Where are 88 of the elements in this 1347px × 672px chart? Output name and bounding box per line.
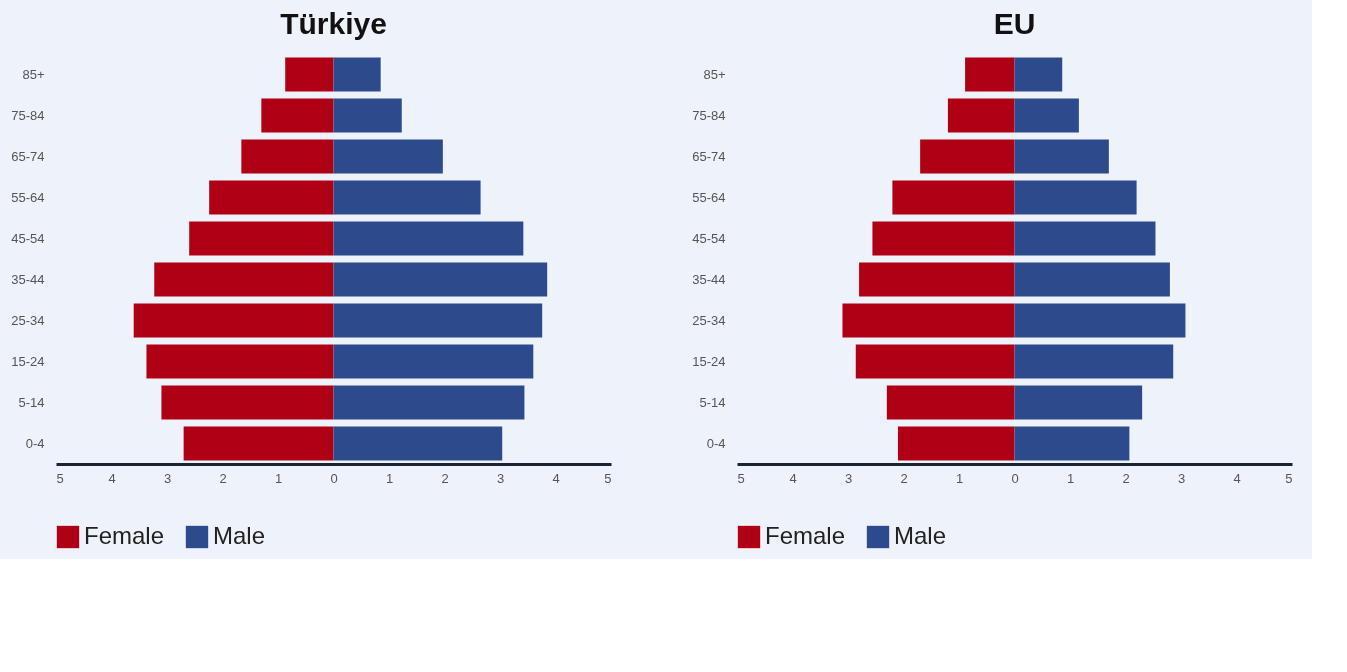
y-tick-label: 75-84 [11,107,45,123]
chart-title: EU [993,7,1036,40]
y-tick-label: 55-64 [11,189,45,205]
bar [209,180,334,215]
x-tick-label: 0 [330,470,338,486]
bar [859,262,1015,297]
chart-title: Türkiye [280,7,387,40]
bar [333,262,548,297]
x-tick-label: 1 [385,470,394,486]
x-tick-label: 4 [789,470,797,486]
x-tick-label: 4 [1233,470,1241,486]
x-tick-label: 1 [955,470,964,486]
bar [920,139,1015,174]
bar [892,180,1015,215]
bar [241,139,334,174]
x-tick-label: 2 [900,470,908,486]
bar [1014,426,1130,461]
x-tick-label: 1 [274,470,283,486]
bar [872,221,1015,256]
bar [333,180,481,215]
y-tick-label: 75-84 [692,107,726,123]
x-tick-label: 0 [1011,470,1019,486]
bar [333,57,381,92]
bar [333,98,402,133]
legend-label: Male [894,522,947,549]
bar [886,385,1015,420]
y-tick-label: 45-54 [692,230,726,246]
y-tick-label: 85+ [703,66,726,82]
bar [965,57,1015,92]
bar [855,344,1015,379]
legend-label: Female [84,522,165,549]
bar [1014,221,1156,256]
x-tick-label: 5 [1285,470,1293,486]
bar [1014,180,1137,215]
bar [1014,303,1186,338]
x-tick-label: 5 [56,470,64,486]
bar [842,303,1015,338]
bar [333,344,534,379]
x-tick-label: 3 [496,470,505,486]
x-tick-label: 5 [737,470,745,486]
x-tick-label: 3 [163,470,172,486]
bar [285,57,334,92]
bar [183,426,334,461]
legend-label: Female [765,522,846,549]
bar [133,303,334,338]
y-tick-label: 0-4 [706,435,726,451]
bar [897,426,1015,461]
x-tick-label: 3 [844,470,853,486]
y-tick-label: 25-34 [11,312,45,328]
legend-label: Male [213,522,266,549]
x-tick-label: 1 [1066,470,1075,486]
bar [1014,344,1174,379]
bar [333,221,524,256]
bar [1014,57,1063,92]
x-tick-label: 2 [1122,470,1130,486]
bar [947,98,1015,133]
x-tick-label: 2 [219,470,227,486]
bar [1014,262,1170,297]
y-tick-label: 15-24 [692,353,726,369]
x-tick-label: 3 [1177,470,1186,486]
bar [1014,139,1109,174]
bar [333,385,525,420]
x-tick-label: 4 [552,470,560,486]
y-tick-label: 65-74 [11,148,45,164]
y-tick-label: 15-24 [11,353,45,369]
y-tick-label: 0-4 [25,435,45,451]
y-tick-label: 45-54 [11,230,45,246]
bar [333,426,503,461]
bar [333,139,443,174]
x-tick-label: 2 [441,470,449,486]
y-tick-label: 25-34 [692,312,726,328]
x-tick-label: 5 [604,470,612,486]
y-tick-label: 5-14 [18,394,45,410]
y-tick-label: 65-74 [692,148,726,164]
y-tick-label: 35-44 [692,271,726,287]
bar [261,98,334,133]
y-tick-label: 5-14 [699,394,726,410]
bar [146,344,334,379]
bar [154,262,334,297]
bar [333,303,543,338]
bar [1014,385,1143,420]
bar [189,221,334,256]
y-tick-label: 85+ [22,66,45,82]
bar [161,385,334,420]
x-tick-label: 4 [108,470,116,486]
y-tick-label: 35-44 [11,271,45,287]
bar [1014,98,1079,133]
y-tick-label: 55-64 [692,189,726,205]
